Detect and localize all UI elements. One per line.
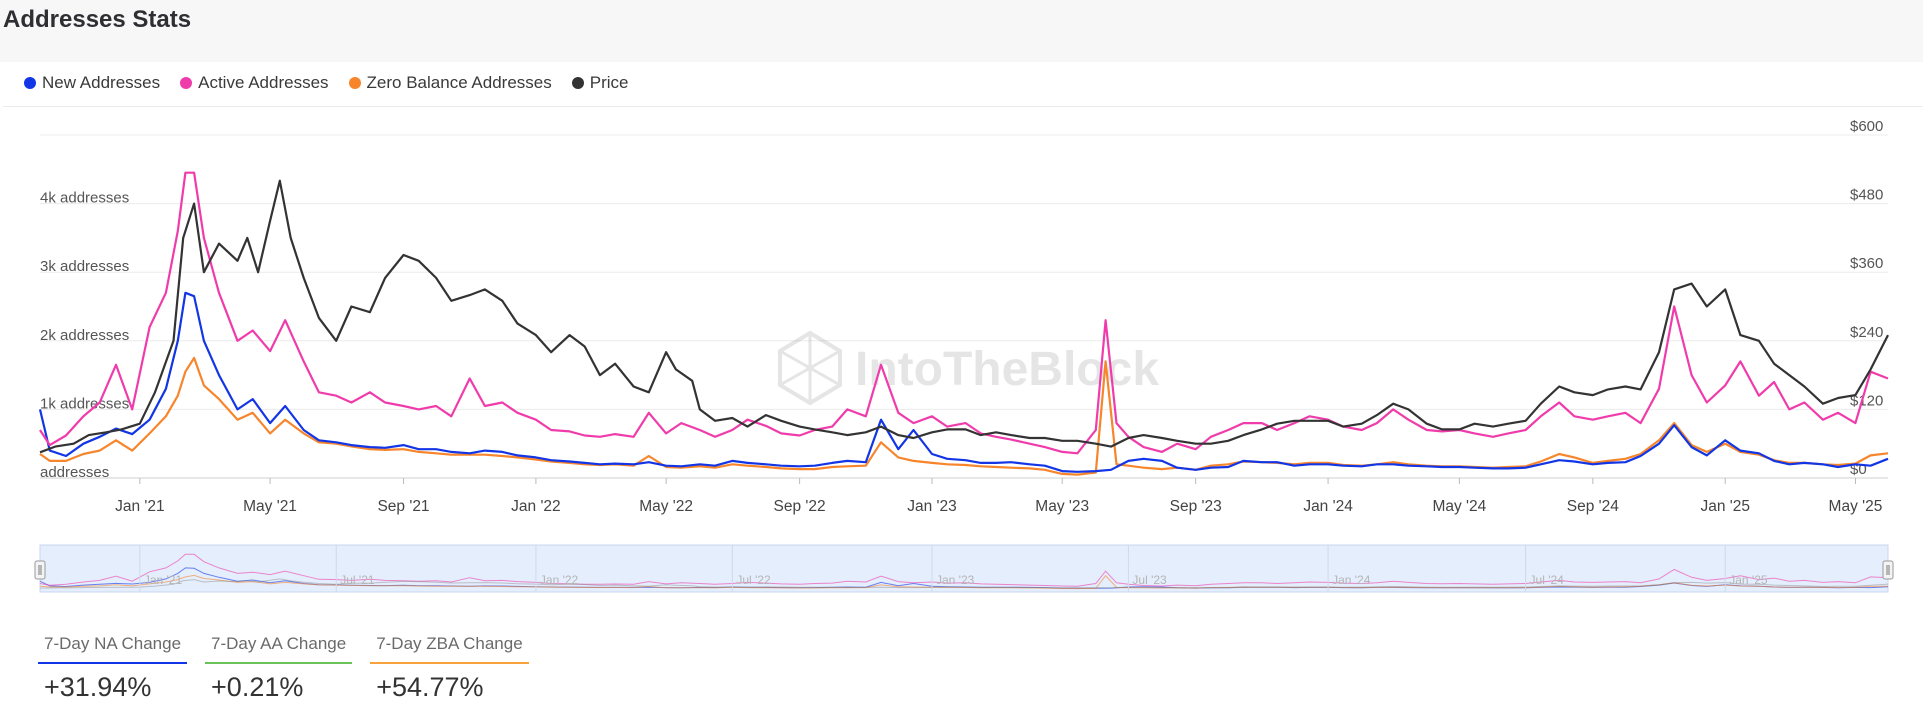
y-right-tick-label: $480 [1850, 187, 1883, 204]
legend-item-new-addresses[interactable]: New Addresses [24, 73, 160, 93]
x-tick-label: May '21 [243, 498, 297, 515]
navigator-range [39, 544, 1889, 593]
stat-value: +54.77% [376, 672, 484, 702]
navigator-tick-label: Jan '25 [1729, 573, 1768, 587]
legend-dot-icon [348, 77, 361, 89]
legend-label: New Addresses [42, 73, 161, 92]
x-tick-label: Jan '21 [115, 498, 165, 515]
navigator-tick-label: Jul '24 [1530, 573, 1565, 587]
chart-card [3, 62, 1923, 717]
navigator-tick-label: Jan '22 [540, 573, 579, 587]
stat-label: 7-Day AA Change [205, 632, 353, 664]
x-tick-label: Jan '23 [907, 498, 957, 515]
x-tick-label: Sep '23 [1170, 498, 1222, 515]
x-tick-label: May '25 [1829, 498, 1883, 515]
y-right-tick-label: $240 [1850, 324, 1883, 341]
navigator-tick-label: Jul '22 [736, 573, 771, 587]
x-tick-label: Sep '21 [377, 498, 429, 515]
navigator: Jan '21 Jul '21 Jan '22 Jul '22 Jan '23 Jul '… [34, 544, 1894, 593]
series-line-price [39, 179, 1889, 454]
legend-item-price[interactable]: Price [571, 73, 629, 93]
navigator-left-handle[interactable] [34, 560, 46, 580]
stat-na-change: 7-Day NA Change +31.94% [38, 632, 188, 703]
y-left-tick-label: 3k addresses [40, 258, 129, 275]
navigator-tick-label: Jul '21 [340, 573, 375, 587]
x-tick-label: May '23 [1035, 498, 1089, 515]
stat-label: 7-Day ZBA Change [370, 632, 529, 664]
page-header: Addresses Stats [0, 0, 1923, 62]
x-tick-label: Jan '25 [1700, 498, 1750, 515]
line-chart[interactable]: IntoTheBlock $0$120$240$360$480$600addre… [0, 0, 1923, 630]
legend-item-zero-balance-addresses[interactable]: Zero Balance Addresses [348, 73, 552, 93]
page-title: Addresses Stats [3, 6, 192, 33]
navigator-tick-label: Jan '21 [144, 573, 183, 587]
x-tick-label: Jan '24 [1303, 498, 1353, 515]
y-right-tick-label: $360 [1850, 255, 1883, 272]
series-line-zero-balance-addresses [39, 356, 1889, 476]
x-tick-label: Sep '22 [774, 498, 826, 515]
stat-value: +31.94% [44, 672, 152, 702]
x-tick-label: May '22 [639, 498, 693, 515]
x-tick-label: Jan '22 [511, 498, 561, 515]
y-left-tick-label: 2k addresses [40, 327, 129, 344]
stat-aa-change: 7-Day AA Change +0.21% [205, 632, 353, 703]
legend-item-active-addresses[interactable]: Active Addresses [180, 73, 329, 93]
stat-label: 7-Day NA Change [38, 632, 188, 664]
chart-legend: New Addresses Active Addresses Zero Bala… [24, 72, 628, 94]
series-line-new-addresses [38, 291, 1889, 473]
watermark-logo-icon [778, 330, 842, 406]
y-right-tick-label: $120 [1850, 392, 1883, 409]
stat-value: +0.21% [211, 672, 304, 702]
legend-dot-icon [571, 77, 584, 89]
navigator-right-handle[interactable] [1882, 560, 1894, 580]
x-tick-label: May '24 [1432, 498, 1486, 515]
series-line-active-addresses [39, 171, 1889, 455]
y-left-tick-label: addresses [40, 464, 109, 481]
legend-dot-icon [24, 77, 36, 89]
navigator-series [39, 553, 1889, 587]
series-lines [38, 171, 1889, 476]
legend-label: Zero Balance Addresses [366, 73, 552, 92]
navigator-tick-label: Jan '23 [936, 573, 975, 587]
legend-dot-icon [180, 77, 193, 89]
legend-label: Price [589, 73, 629, 92]
y-left-tick-label: 4k addresses [40, 190, 129, 207]
navigator-tick-label: Jan '24 [1332, 573, 1371, 587]
stats-row: 7-Day NA Change +31.94% 7-Day AA Change … [38, 632, 529, 703]
y-left-tick-label: 1k addresses [40, 395, 129, 412]
navigator-tick-label: Jul '23 [1132, 573, 1167, 587]
x-tick-label: Sep '24 [1567, 498, 1619, 515]
y-right-tick-label: $600 [1850, 118, 1883, 135]
navigator-series [39, 574, 1889, 590]
legend-label: Active Addresses [198, 73, 329, 92]
grid-lines [40, 134, 1888, 479]
stat-zba-change: 7-Day ZBA Change +54.77% [370, 632, 529, 703]
legend-divider [3, 106, 1923, 107]
